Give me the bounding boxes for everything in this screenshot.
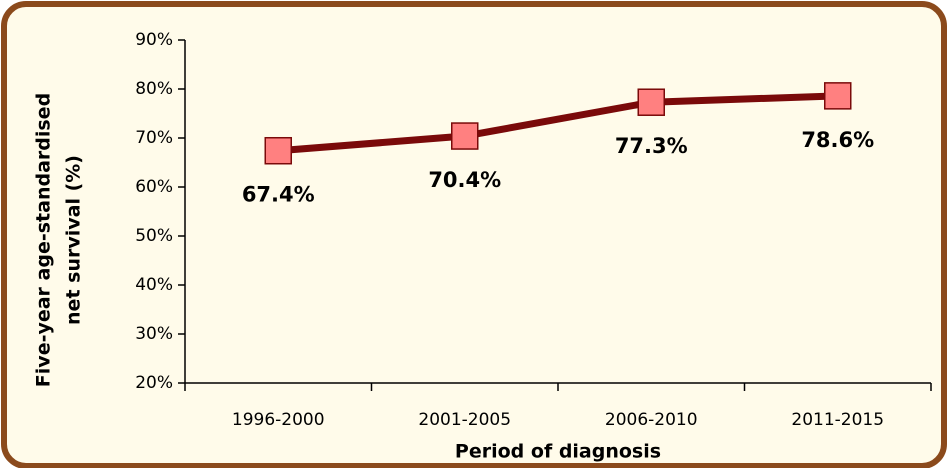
- y-tick-label: 80%: [135, 79, 173, 99]
- marker: [451, 122, 479, 150]
- marker: [264, 136, 292, 165]
- y-tick-label: 30%: [135, 324, 173, 344]
- data-label: 78.6%: [801, 128, 874, 152]
- y-tick-label: 60%: [135, 177, 173, 197]
- y-tick-label: 90%: [135, 30, 173, 50]
- x-tick-label: 2006-2010: [605, 410, 698, 430]
- x-tick-label: 2011-2015: [791, 410, 884, 430]
- data-label: 70.4%: [428, 168, 501, 192]
- series-line: [277, 92, 838, 155]
- y-tick-label: 20%: [135, 373, 173, 393]
- x-tick-label: 1996-2000: [232, 410, 325, 430]
- y-tick-label: 40%: [135, 275, 173, 295]
- x-axis-title: Period of diagnosis: [455, 441, 661, 463]
- data-label: 77.3%: [615, 134, 688, 158]
- marker: [824, 82, 852, 110]
- y-axis-title: Five-year age-standardised: [33, 93, 55, 387]
- marker: [637, 88, 665, 116]
- y-axis-title: net survival (%): [63, 155, 85, 325]
- x-tick-label: 2001-2005: [418, 410, 511, 430]
- y-tick-label: 70%: [135, 128, 173, 148]
- data-label: 67.4%: [242, 183, 315, 207]
- y-tick-label: 50%: [135, 226, 173, 246]
